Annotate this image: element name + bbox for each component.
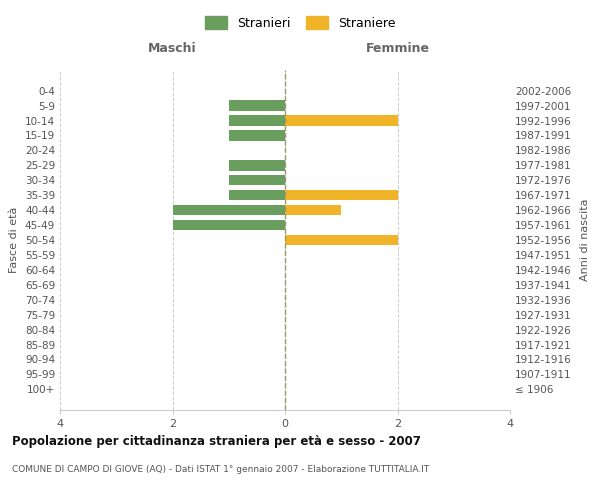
Y-axis label: Anni di nascita: Anni di nascita: [580, 198, 590, 281]
Bar: [173, 205, 285, 216]
Text: Popolazione per cittadinanza straniera per età e sesso - 2007: Popolazione per cittadinanza straniera p…: [12, 435, 421, 448]
Bar: [229, 160, 285, 170]
Bar: [285, 116, 398, 126]
Bar: [285, 190, 398, 200]
Y-axis label: Fasce di età: Fasce di età: [10, 207, 19, 273]
Text: Maschi: Maschi: [148, 42, 197, 55]
Legend: Stranieri, Straniere: Stranieri, Straniere: [199, 11, 401, 35]
Text: Femmine: Femmine: [365, 42, 430, 55]
Bar: [285, 235, 398, 245]
Bar: [229, 100, 285, 111]
Bar: [173, 220, 285, 230]
Bar: [229, 116, 285, 126]
Bar: [285, 205, 341, 216]
Text: COMUNE DI CAMPO DI GIOVE (AQ) - Dati ISTAT 1° gennaio 2007 - Elaborazione TUTTIT: COMUNE DI CAMPO DI GIOVE (AQ) - Dati IST…: [12, 465, 429, 474]
Bar: [229, 190, 285, 200]
Bar: [229, 175, 285, 186]
Bar: [229, 130, 285, 140]
